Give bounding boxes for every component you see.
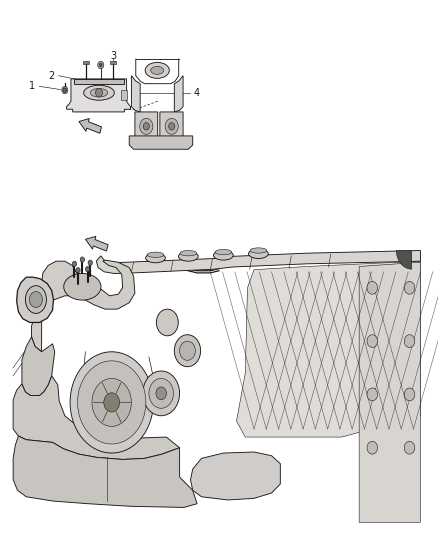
Polygon shape <box>359 262 420 522</box>
Circle shape <box>78 361 146 444</box>
Circle shape <box>63 88 67 92</box>
Polygon shape <box>160 112 183 142</box>
Polygon shape <box>131 76 140 112</box>
Polygon shape <box>191 452 280 500</box>
Polygon shape <box>79 118 102 133</box>
Text: FWD: FWD <box>84 122 98 130</box>
Ellipse shape <box>151 66 164 74</box>
Polygon shape <box>96 251 420 273</box>
Ellipse shape <box>180 251 197 256</box>
Circle shape <box>404 335 415 348</box>
Circle shape <box>367 281 378 294</box>
Circle shape <box>143 371 180 416</box>
Bar <box>110 61 116 64</box>
Text: 2: 2 <box>49 71 55 80</box>
Circle shape <box>404 281 415 294</box>
Circle shape <box>70 352 153 453</box>
Circle shape <box>180 341 195 360</box>
Circle shape <box>92 378 131 426</box>
Ellipse shape <box>145 253 165 263</box>
Ellipse shape <box>250 248 267 253</box>
Ellipse shape <box>145 62 169 78</box>
Bar <box>74 79 124 84</box>
Polygon shape <box>13 376 180 459</box>
Circle shape <box>404 441 415 454</box>
Ellipse shape <box>64 273 101 300</box>
Circle shape <box>367 335 378 348</box>
Bar <box>83 61 89 64</box>
Circle shape <box>76 268 80 273</box>
Circle shape <box>85 266 90 272</box>
Circle shape <box>95 88 102 97</box>
Bar <box>121 90 127 100</box>
Polygon shape <box>32 260 135 352</box>
Circle shape <box>156 309 178 336</box>
Circle shape <box>140 118 153 134</box>
Circle shape <box>174 335 201 367</box>
Polygon shape <box>174 76 183 112</box>
Polygon shape <box>22 337 55 395</box>
Ellipse shape <box>25 286 46 313</box>
Ellipse shape <box>214 251 233 260</box>
Ellipse shape <box>179 252 198 261</box>
Circle shape <box>404 388 415 401</box>
Ellipse shape <box>90 88 108 97</box>
Circle shape <box>149 378 173 408</box>
Circle shape <box>169 123 175 130</box>
Circle shape <box>367 441 378 454</box>
Polygon shape <box>135 112 158 142</box>
Polygon shape <box>67 79 131 112</box>
Text: FWD: FWD <box>91 239 104 248</box>
Polygon shape <box>17 277 53 322</box>
Wedge shape <box>396 251 412 269</box>
Polygon shape <box>13 436 197 507</box>
Circle shape <box>165 118 178 134</box>
Text: 1: 1 <box>28 82 35 91</box>
Circle shape <box>29 292 42 308</box>
Ellipse shape <box>84 85 114 100</box>
Circle shape <box>98 61 104 69</box>
Ellipse shape <box>215 249 232 255</box>
Polygon shape <box>85 236 108 251</box>
Circle shape <box>143 123 149 130</box>
Text: 5: 5 <box>32 286 38 295</box>
Polygon shape <box>237 261 420 437</box>
Circle shape <box>99 63 102 67</box>
Circle shape <box>367 388 378 401</box>
Circle shape <box>88 260 92 265</box>
Circle shape <box>72 261 77 266</box>
Circle shape <box>80 257 85 262</box>
Circle shape <box>62 86 68 94</box>
Ellipse shape <box>147 252 164 257</box>
Text: 3: 3 <box>110 51 116 61</box>
Polygon shape <box>129 136 193 149</box>
Text: 4: 4 <box>193 88 199 98</box>
Circle shape <box>156 387 166 400</box>
Ellipse shape <box>248 249 268 259</box>
Circle shape <box>104 393 120 412</box>
